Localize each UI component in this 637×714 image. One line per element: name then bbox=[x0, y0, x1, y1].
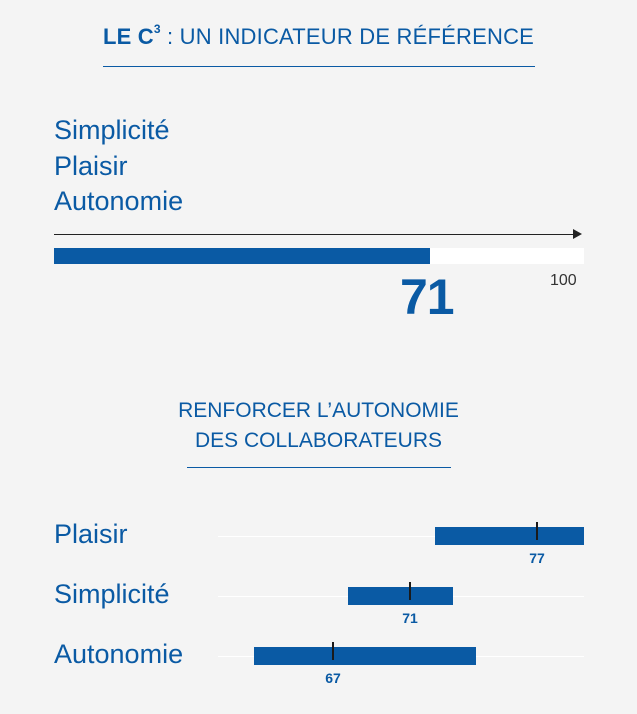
title-bold: LE C bbox=[102, 24, 154, 49]
title-superscript: 3 bbox=[153, 22, 161, 36]
scale-axis-line bbox=[54, 234, 578, 235]
row-gridline-plaisir bbox=[218, 536, 584, 537]
score-value-label: 71 bbox=[400, 269, 455, 325]
range-bar-autonomie bbox=[254, 647, 476, 665]
marker-tick-plaisir bbox=[536, 522, 538, 540]
range-bar-plaisir bbox=[435, 527, 584, 545]
subtitle-line-1: RENFORCER L’AUTONOMIE bbox=[178, 399, 459, 422]
marker-tick-autonomie bbox=[332, 642, 334, 660]
row-label-plaisir: Plaisir bbox=[54, 519, 128, 549]
criterion-autonomie: Autonomie bbox=[54, 186, 184, 216]
subtitle-line-2: DES COLLABORATEURS bbox=[194, 429, 442, 452]
row-label-simplicite: Simplicité bbox=[54, 579, 170, 609]
row-label-autonomie: Autonomie bbox=[54, 639, 184, 669]
marker-label-plaisir: 77 bbox=[529, 550, 545, 566]
score-max-label: 100 bbox=[550, 272, 577, 289]
score-bar-fill bbox=[54, 248, 430, 264]
title-rest: : UN INDICATEUR DE RÉFÉRENCE bbox=[160, 24, 535, 49]
title-underline bbox=[103, 66, 535, 67]
page-title: LE C3 : UN INDICATEUR DE RÉFÉRENCE bbox=[0, 22, 637, 50]
marker-label-autonomie: 67 bbox=[325, 670, 341, 686]
marker-tick-simplicite bbox=[409, 582, 411, 600]
section-subtitle: RENFORCER L’AUTONOMIE DES COLLABORATEURS bbox=[0, 396, 637, 456]
range-bar-simplicite bbox=[348, 587, 453, 605]
marker-label-simplicite: 71 bbox=[402, 610, 418, 626]
subtitle-underline bbox=[187, 467, 451, 468]
criterion-simplicite: Simplicité bbox=[54, 115, 170, 145]
arrow-right-icon bbox=[573, 229, 582, 239]
criterion-plaisir: Plaisir bbox=[54, 151, 128, 181]
